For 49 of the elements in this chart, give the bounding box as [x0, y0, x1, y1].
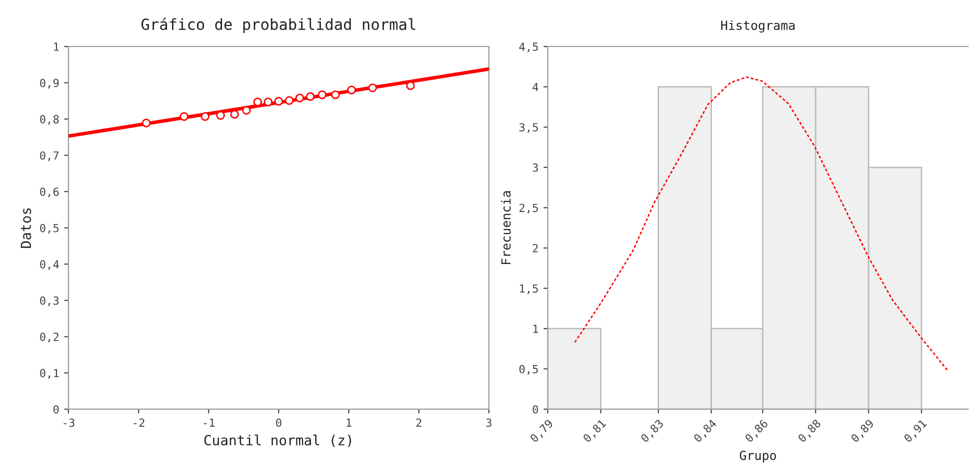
y-tick-label: 1: [533, 324, 538, 333]
point: [180, 112, 188, 121]
y-tick-label: 3: [532, 163, 538, 172]
point: [200, 112, 210, 121]
y-tick-label: 0,5: [40, 224, 59, 234]
point: [242, 106, 251, 115]
point: [331, 90, 340, 100]
y-tick-label: 0: [532, 405, 538, 414]
y-tick-label: 0,8: [40, 115, 59, 125]
point: [216, 111, 225, 120]
chart-title: Histograma: [721, 20, 795, 33]
x-tick-label: 0: [276, 418, 282, 427]
chart-title: Gráfico de probabilidad normal: [141, 18, 416, 34]
point: [142, 118, 151, 128]
y-tick-label: 0,7: [40, 151, 59, 162]
y-tick-label: 0,1: [40, 368, 59, 379]
y-tick-label: 0,5: [519, 364, 538, 375]
point: [347, 86, 356, 94]
y-tick-label: 4,5: [519, 42, 538, 52]
point: [306, 92, 315, 101]
x-tick-label: -1: [204, 418, 215, 427]
y-tick-label: 2: [532, 244, 538, 252]
x-tick-label: 1: [346, 418, 352, 427]
x-axis-title: Grupo: [740, 450, 776, 463]
point: [274, 96, 284, 106]
y-tick-label: 1: [54, 42, 59, 51]
x-tick-label: 3: [486, 418, 492, 427]
x-tick-label: -3: [64, 418, 74, 427]
x-tick-label: 2: [416, 418, 422, 427]
y-tick-label: 2,5: [520, 204, 538, 214]
x-tick-label: -2: [134, 418, 144, 427]
x-axis-title: Cuantil normal (z): [204, 434, 352, 448]
y-tick-label: 0: [53, 405, 59, 414]
y-tick-label: 3,5: [519, 123, 538, 133]
y-tick-label: 0,9: [40, 78, 59, 89]
y-axis-title: Frecuencia: [501, 191, 511, 264]
y-tick-label: 0,2: [40, 332, 58, 342]
point: [318, 90, 326, 100]
point: [264, 98, 273, 106]
y-tick-label: 0,6: [40, 188, 59, 198]
y-tick-label: 0,4: [40, 260, 59, 270]
y-tick-label: 0,3: [40, 296, 59, 306]
point: [284, 96, 294, 105]
y-tick-label: 4: [532, 82, 538, 92]
y-tick-label: 1,5: [520, 284, 538, 294]
y-axis-title: Datos: [20, 208, 32, 248]
point: [295, 94, 304, 102]
point: [368, 83, 377, 92]
line-series: [574, 76, 948, 372]
